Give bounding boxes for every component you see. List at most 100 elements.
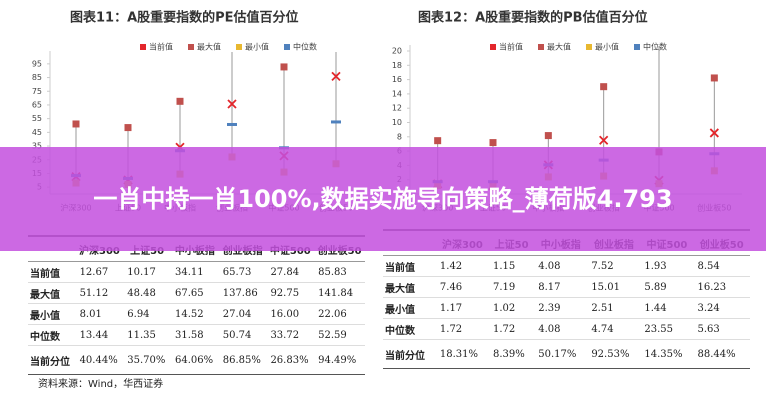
cell: 50.74 [218,324,267,346]
cell: 7.46 [435,276,489,298]
cell: 50.17% [534,339,588,369]
y-tick-label: 14 [392,89,402,98]
row-label: 最大值 [28,282,76,304]
cell: 8.01 [75,303,124,325]
table-row: 最大值 51.12 48.48 67.65 137.86 92.75 141.84 [28,282,365,304]
cell: 14.35% [640,339,694,369]
cell: 92.75 [266,282,315,304]
cell: 26.83% [266,345,315,375]
cell: 40.44% [75,345,124,375]
legend-label: 中位数 [643,42,667,52]
marker [331,120,341,124]
row-label: 当前分位 [383,339,436,369]
marker [229,2,236,9]
legend-swatch [490,44,496,50]
legend-swatch [188,44,194,50]
table-row: 最大值 7.46 7.19 8.17 15.01 5.89 16.23 [383,276,750,298]
cell: 2.51 [587,297,641,319]
cell: 51.12 [75,282,124,304]
legend-label: 最大值 [547,42,571,52]
marker [227,122,237,126]
row-label: 最大值 [383,276,436,298]
y-tick-label: 75 [32,87,42,96]
cell: 16.23 [693,276,750,298]
row-label: 当前值 [383,255,436,277]
cell: 1.44 [640,297,694,319]
cell: 1.72 [435,318,489,340]
cell: 11.35 [123,324,171,346]
legend-swatch [538,44,544,50]
cell: 31.58 [171,324,219,346]
chart-title: 图表11：A股重要指数的PE估值百分位 [70,10,299,26]
cell: 64.06% [171,345,219,375]
y-tick-label: 45 [32,128,42,137]
cell: 141.84 [314,282,365,304]
cell: 8.54 [693,255,750,277]
table-row: 当前值 1.42 1.15 4.08 7.52 1.93 8.54 [383,255,750,277]
y-tick-label: 12 [392,104,402,113]
cell: 67.65 [171,282,219,304]
cell: 35.70% [123,345,171,375]
cell: 94.49% [314,345,365,375]
table-row: 当前分位 40.44% 35.70% 64.06% 86.85% 26.83% 94.49% [28,345,365,375]
cell: 137.86 [218,282,267,304]
cell: 15.01 [587,276,641,298]
marker [227,99,237,109]
y-tick-label: 95 [32,59,42,68]
chart-title: 图表12：A股重要指数的PB估值百分位 [418,10,648,26]
cell: 7.19 [488,276,535,298]
marker [599,135,609,145]
marker [709,128,719,138]
cell: 2.39 [534,297,588,319]
row-label: 当前值 [28,261,76,283]
marker [331,71,341,82]
cell: 6.94 [123,303,171,325]
row-label: 中位数 [383,318,436,340]
table-row: 最小值 8.01 6.94 14.52 27.04 16.00 22.06 [28,303,365,325]
legend-label: 最小值 [595,42,619,52]
cell: 85.83 [314,261,365,283]
marker [176,97,184,105]
cell: 1.17 [435,297,489,319]
cell: 18.31% [435,339,489,369]
marker [124,124,132,132]
marker [654,24,664,27]
y-tick-label: 16 [392,75,402,84]
cell: 5.89 [640,276,694,298]
table-row: 最小值 1.17 1.02 2.39 2.51 1.44 3.24 [383,297,750,319]
cell: 12.67 [75,261,124,283]
y-tick-label: 8 [397,132,402,141]
pe-table: 沪深300 上证50 中小板指 创业板指 中证500 创业板50 当前值 12.67 10.17… [28,235,365,375]
banner-text: 一肖中持一肖100%,数据实施导向策略_薄荷版4.793 [93,185,673,213]
table-row: 中位数 1.72 1.72 4.08 4.74 23.55 5.63 [383,318,750,340]
cell: 8.39% [488,339,535,369]
cell: 1.02 [488,297,535,319]
cell: 4.08 [534,318,588,340]
y-tick-label: 85 [32,73,42,82]
cell: 7.52 [587,255,641,277]
banner: 一肖中持一肖100%,数据实施导向策略_薄荷版4.793 [0,147,766,251]
legend-swatch [236,44,242,50]
cell: 86.85% [218,345,267,375]
cell: 1.72 [488,318,535,340]
cell: 4.08 [534,255,588,277]
legend-label: 当前值 [499,42,523,52]
table-row: 当前分位 18.31% 8.39% 50.17% 92.53% 14.35% 88.44% [383,339,750,369]
cell: 4.74 [587,318,641,340]
y-tick-label: 35 [32,142,42,151]
marker [72,120,80,128]
cell: 8.17 [534,276,588,298]
marker [600,83,608,91]
row-label: 最小值 [383,297,436,319]
y-tick-label: 20 [392,47,402,56]
cell: 14.52 [171,303,219,325]
cell: 22.06 [314,303,365,325]
table-row: 当前值 12.67 10.17 34.11 65.73 27.84 85.83 [28,261,365,283]
cell: 5.63 [693,318,750,340]
legend-swatch [140,44,146,50]
cell: 1.42 [435,255,489,277]
cell: 34.11 [171,261,219,283]
legend-label: 最小值 [245,42,269,52]
cell: 1.93 [640,255,694,277]
